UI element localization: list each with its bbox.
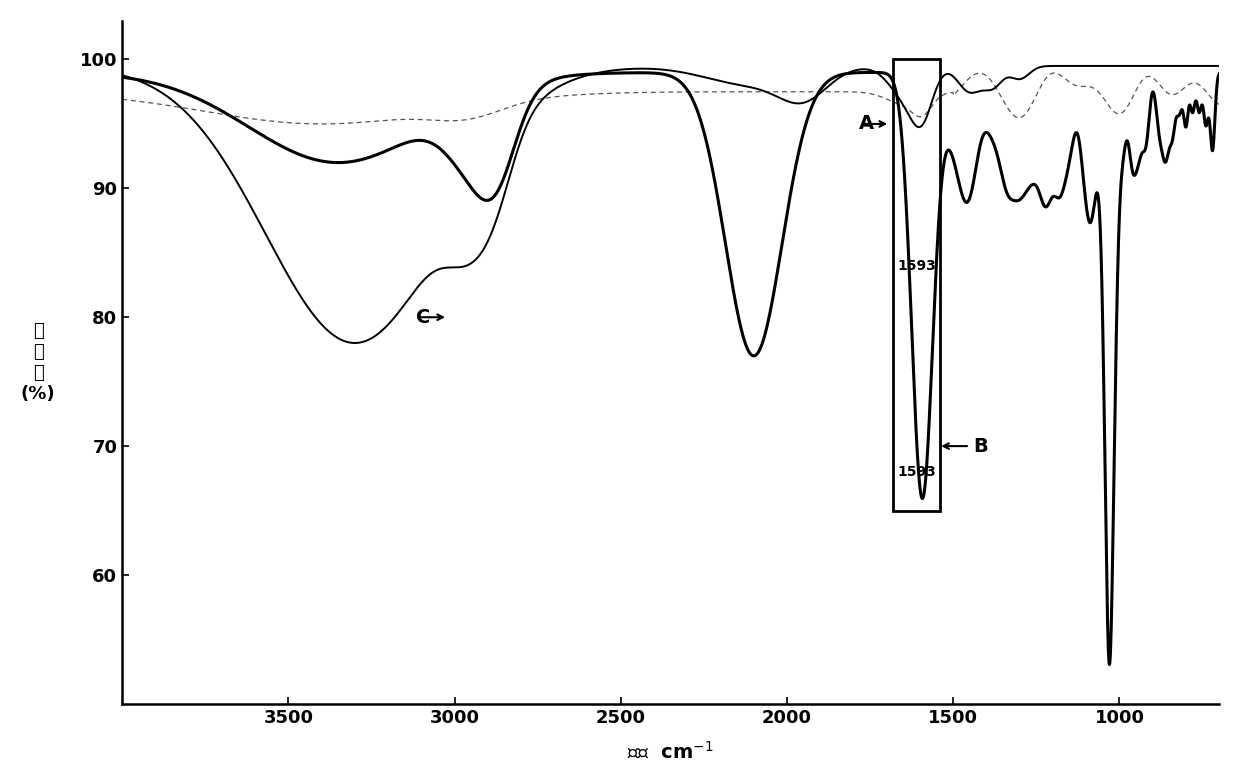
X-axis label: 波数  cm$^{-1}$: 波数 cm$^{-1}$ xyxy=(627,741,714,762)
Y-axis label: 透
过
率
(%): 透 过 率 (%) xyxy=(21,322,56,402)
Text: C: C xyxy=(417,308,430,327)
Text: B: B xyxy=(973,437,988,456)
Text: 1593: 1593 xyxy=(898,465,936,479)
Bar xyxy=(893,60,940,511)
Text: 1593: 1593 xyxy=(898,258,936,272)
Text: A: A xyxy=(858,114,874,133)
